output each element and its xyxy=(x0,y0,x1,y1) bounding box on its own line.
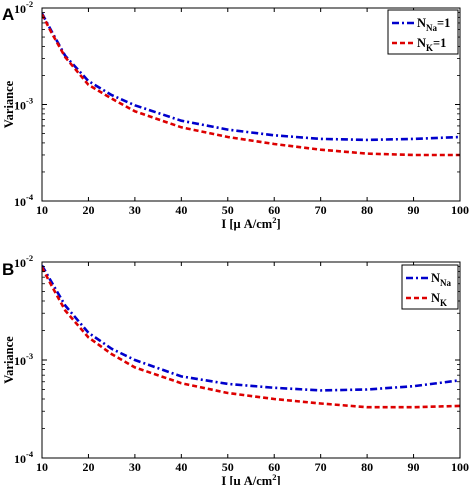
panel-b-legend-label-1: NK xyxy=(431,291,447,308)
panel-b-x-tick-label-1: 20 xyxy=(82,460,94,474)
panel-a-x-axis-label-end: ] xyxy=(276,217,280,231)
panel-a-x-tick-label-6: 70 xyxy=(315,203,327,217)
panel-a-x-tick-label-8: 90 xyxy=(408,203,420,217)
panel-b-legend-box xyxy=(401,264,459,310)
panel-b-x-tick-label-8: 90 xyxy=(408,460,420,474)
panel-a-series-line-1 xyxy=(42,13,460,157)
panel-b-x-axis-label-sup: 2 xyxy=(272,472,276,482)
panel-b-y-tick-base-2: 10 xyxy=(14,452,26,466)
panel-a-legend-label-sub-1: K xyxy=(426,43,433,53)
panel-a-y-tick-label-2: 10-4 xyxy=(14,192,34,209)
panel-b-y-tick-exp-0: -2 xyxy=(26,253,33,263)
panel-a-x-tick-label-5: 60 xyxy=(268,203,280,217)
panel-b-x-tick-label-9: 100 xyxy=(451,460,469,474)
panel-a-x-axis-label-sup: 2 xyxy=(272,215,276,225)
panel-a-y-tick-base-2: 10 xyxy=(14,195,26,209)
panel-b-x-axis-label-end: ] xyxy=(276,474,280,485)
panel-b-legend-label-0: NNa xyxy=(431,271,452,288)
panel-a-y-axis-label: Variance xyxy=(2,80,16,128)
panel-a-letter: A xyxy=(2,5,14,24)
panel-b-series-line-1 xyxy=(42,266,460,409)
panel-a-y-tick-label-0: 10-2 xyxy=(14,0,33,16)
panel-a-legend-label-main-1: N xyxy=(417,36,426,50)
panel-b-x-tick-label-2: 30 xyxy=(129,460,141,474)
panel-b-y-tick-exp-1: -3 xyxy=(26,351,33,361)
panel-a-series-line-0 xyxy=(42,12,460,142)
panel-a-x-axis-label: I [μ A/cm2] xyxy=(221,215,280,231)
panel-a-x-tick-label-7: 80 xyxy=(361,203,373,217)
panel-a-legend-label-1: NK=1 xyxy=(417,36,446,53)
panel-b-y-tick-base-0: 10 xyxy=(14,256,26,270)
panel-b-x-tick-label-6: 70 xyxy=(315,460,327,474)
panel-b-y-tick-label-2: 10-4 xyxy=(14,449,34,466)
panel-b-y-tick-exp-2: -4 xyxy=(26,449,34,459)
panel-a-legend: NNa=1NK=1 xyxy=(387,9,459,55)
panel-a-x-tick-label-0: 10 xyxy=(36,203,48,217)
panel-a-y-tick-exp-1: -3 xyxy=(26,96,33,106)
panel-a-legend-label-0: NNa=1 xyxy=(417,16,450,33)
panel-b-y-tick-label-0: 10-2 xyxy=(14,253,33,270)
panel-b-x-axis-label: I [μ A/cm2] xyxy=(221,472,280,485)
panel-b-letter: B xyxy=(2,260,14,279)
panel-a-legend-box xyxy=(387,9,459,55)
panel-a-y-tick-exp-0: -2 xyxy=(26,0,33,9)
panel-a-x-tick-label-2: 30 xyxy=(129,203,141,217)
panel-b-y-axis-label: Variance xyxy=(2,336,16,384)
panel-a-y-tick-base-1: 10 xyxy=(14,99,26,113)
panel-b-y-tick-base-1: 10 xyxy=(14,354,26,368)
panel-a-x-tick-label-1: 20 xyxy=(82,203,94,217)
panel-b-x-tick-label-4: 50 xyxy=(222,460,234,474)
panel-b-x-axis-label-main: I [μ A/cm xyxy=(221,474,272,485)
panel-a-x-axis-label-main: I [μ A/cm xyxy=(221,217,272,231)
panel-a-y-tick-label-1: 10-3 xyxy=(14,96,33,113)
panel-b-y-tick-label-1: 10-3 xyxy=(14,351,33,368)
panel-a-legend-label-main-0: N xyxy=(417,16,426,30)
panel-b-legend-label-main-1: N xyxy=(431,291,440,305)
panel-a-x-tick-label-4: 50 xyxy=(222,203,234,217)
panel-b-legend-label-sub-1: K xyxy=(440,298,447,308)
panel-a-y-tick-exp-2: -4 xyxy=(26,192,34,202)
panel-b-legend-label-sub-0: Na xyxy=(440,278,451,288)
panel-a-legend-label-sub-0: Na xyxy=(426,23,437,33)
panel-a-x-tick-label-9: 100 xyxy=(451,203,469,217)
panel-b-x-tick-label-0: 10 xyxy=(36,460,48,474)
panel-b-x-tick-label-5: 60 xyxy=(268,460,280,474)
panel-a-legend-label-suffix-0: =1 xyxy=(437,16,450,30)
panel-a-x-tick-label-3: 40 xyxy=(175,203,187,217)
panel-b-x-tick-label-7: 80 xyxy=(361,460,373,474)
panel-b-legend-label-main-0: N xyxy=(431,271,440,285)
panel-a-y-tick-base-0: 10 xyxy=(14,2,26,16)
panel-b-series-line-0 xyxy=(42,264,460,392)
panel-a-legend-label-suffix-1: =1 xyxy=(433,36,446,50)
panel-b-x-tick-label-3: 40 xyxy=(175,460,187,474)
panel-b-axes-box xyxy=(41,261,461,459)
